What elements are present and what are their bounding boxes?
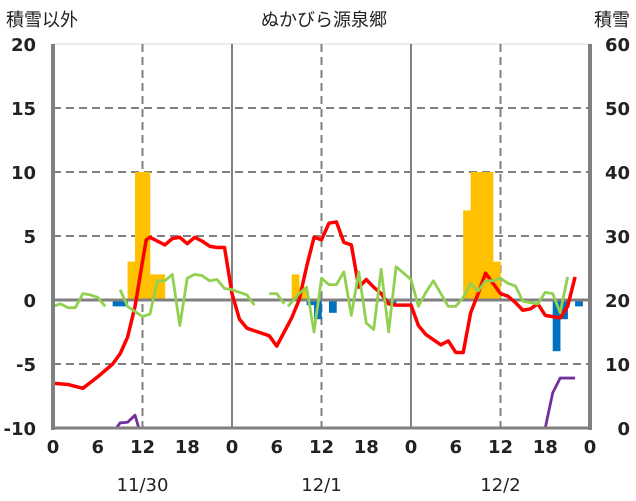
x-tick: 6 [91, 437, 104, 458]
orange-bar [470, 172, 479, 300]
blue-bar [120, 300, 128, 307]
date-label: 11/30 [117, 475, 169, 496]
orange-bar [485, 172, 494, 300]
blue-bar [112, 300, 121, 307]
x-tick: 0 [584, 437, 597, 458]
green-line [118, 272, 256, 328]
orange-bar [463, 210, 471, 300]
orange-bar [149, 274, 158, 300]
orange-bar [127, 261, 136, 300]
x-tick: 18 [533, 437, 558, 458]
y-tick-left: 0 [23, 291, 36, 312]
blue-bar [328, 300, 337, 313]
y-tick-right: 30 [605, 227, 630, 248]
x-tick: 6 [270, 437, 283, 458]
y-tick-left: 20 [11, 35, 36, 56]
purple-line [53, 376, 576, 430]
y-tick-left: -10 [3, 419, 36, 440]
x-tick: 0 [47, 437, 60, 458]
y-tick-right: 10 [605, 355, 630, 376]
y-tick-right: 40 [605, 163, 630, 184]
x-tick: 0 [226, 437, 239, 458]
y-tick-right: 20 [605, 291, 630, 312]
x-tick: 12 [488, 437, 513, 458]
green-line [52, 292, 107, 310]
date-label: 12/1 [301, 475, 341, 496]
x-tick: 12 [130, 437, 155, 458]
y-tick-right: 50 [605, 99, 630, 120]
orange-bar [291, 274, 300, 300]
x-tick: 0 [405, 437, 418, 458]
orange-bar [142, 172, 151, 300]
left-axis-title: 積雪以外 [6, 10, 78, 31]
y-tick-left: 5 [23, 227, 36, 248]
x-tick: 18 [354, 437, 379, 458]
y-tick-left: 15 [11, 99, 36, 120]
orange-bar [478, 172, 486, 300]
blue-bar [552, 300, 561, 352]
orange-bar [299, 287, 307, 300]
orange-bar [157, 274, 166, 300]
y-tick-right: 60 [605, 35, 630, 56]
date-label: 12/2 [480, 475, 520, 496]
green-line [269, 292, 286, 305]
x-tick: 18 [175, 437, 200, 458]
y-tick-right: 0 [617, 419, 630, 440]
blue-bar [575, 300, 583, 307]
y-tick-left: -5 [16, 355, 36, 376]
y-tick-left: 10 [11, 163, 36, 184]
green-line [286, 265, 569, 334]
chart-title: ぬかびら源泉郷 [261, 10, 387, 31]
x-tick: 6 [449, 437, 462, 458]
x-tick: 12 [309, 437, 334, 458]
right-axis-title: 積雪 [594, 10, 630, 31]
orange-bar [135, 172, 143, 300]
